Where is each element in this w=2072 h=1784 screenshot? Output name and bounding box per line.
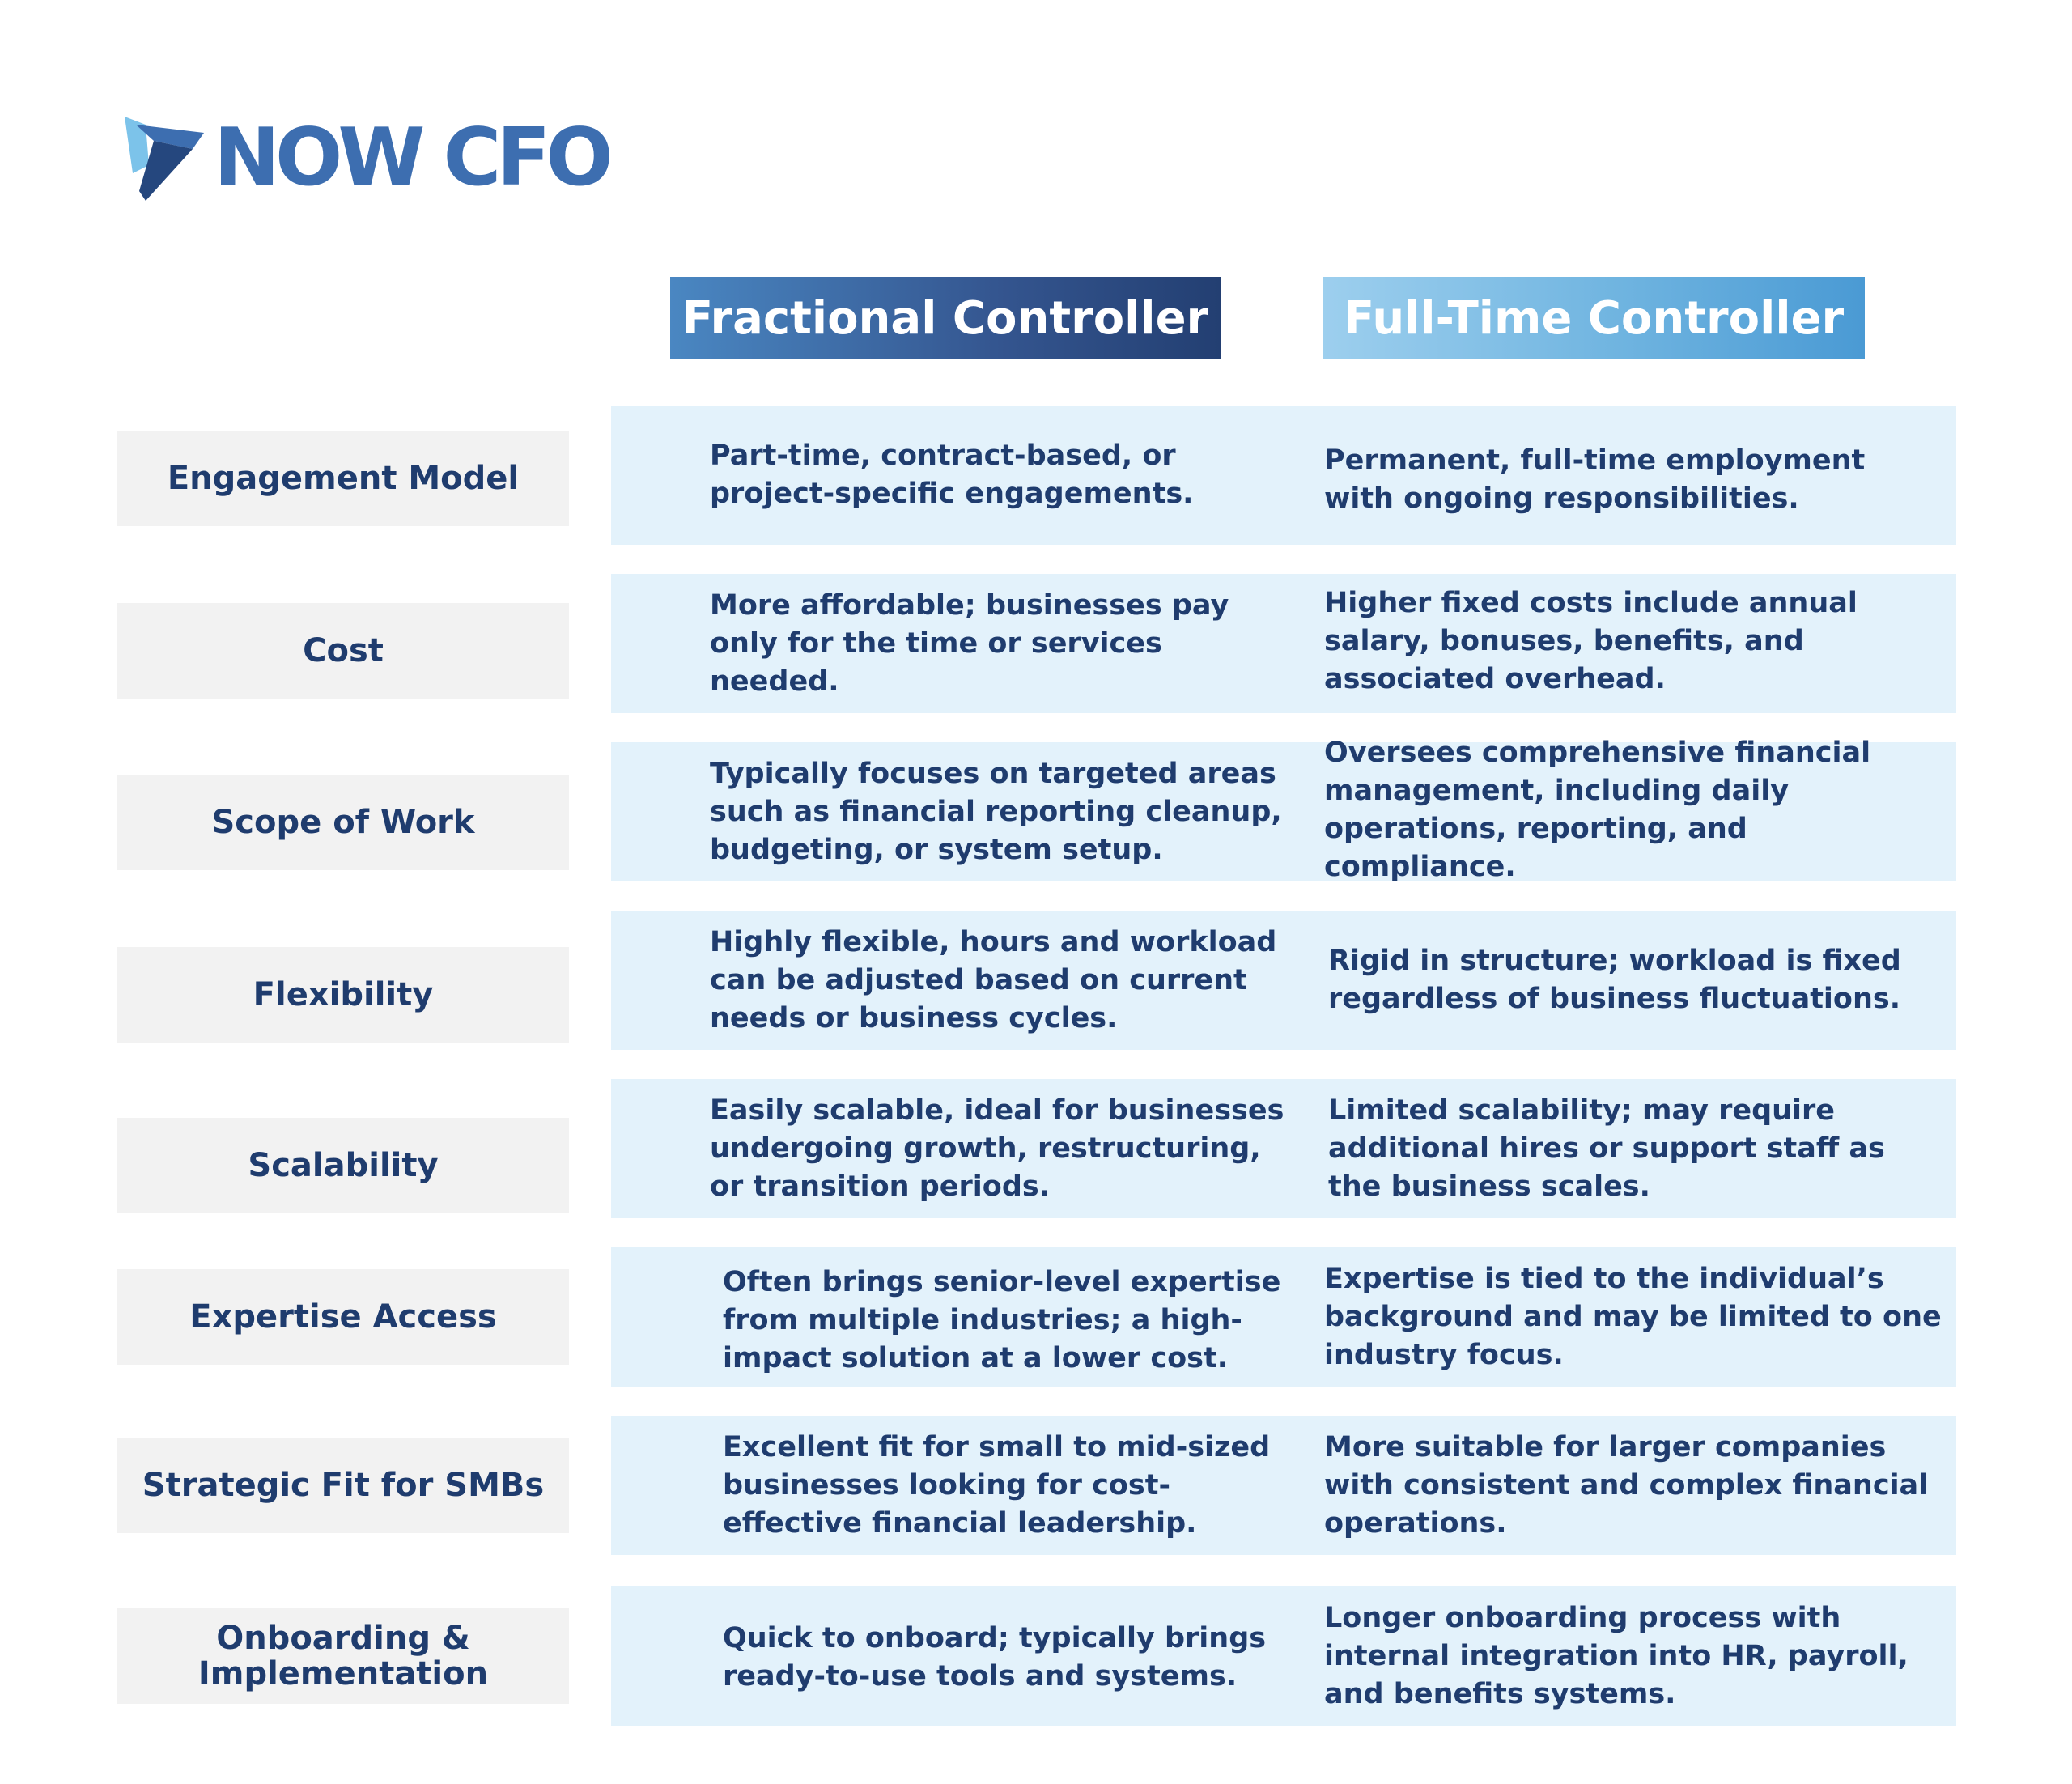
full-time-cell-engagement-model: Permanent, full-time employment with ong… <box>1324 410 1943 550</box>
full-time-controller-header: Full-Time Controller <box>1323 277 1865 359</box>
row-label-scope-of-work: Scope of Work <box>117 775 569 870</box>
comparison-row-band <box>611 1416 1956 1555</box>
full-time-text: Oversees comprehensive financial managem… <box>1324 737 1871 883</box>
fractional-cell-scalability: Easily scalable, ideal for businesses un… <box>710 1079 1293 1218</box>
fractional-text: Highly flexible, hours and workload can … <box>710 925 1277 1034</box>
fractional-cell-strategic-fit: Excellent fit for small to mid-sized bus… <box>723 1416 1306 1555</box>
fractional-text: Part-time, contract-based, or project-sp… <box>710 440 1194 510</box>
full-time-text: More suitable for larger companies with … <box>1324 1430 1929 1540</box>
full-time-cell-cost: Higher fixed costs include annual salary… <box>1324 571 1943 711</box>
comparison-row-band <box>611 1247 1956 1387</box>
comparison-row-band <box>611 574 1956 713</box>
full-time-text: Rigid in structure; workload is fixed re… <box>1328 945 1901 1015</box>
fractional-text: Often brings senior-level expertise from… <box>723 1265 1281 1374</box>
full-time-text: Limited scalability; may require additio… <box>1328 1094 1885 1203</box>
fractional-text: More affordable; businesses pay only for… <box>710 588 1229 698</box>
now-cfo-logo: NOW CFO <box>121 112 614 204</box>
comparison-row-band <box>611 1079 1956 1218</box>
logo-text: NOW CFO <box>214 112 614 204</box>
fractional-cell-expertise-access: Often brings senior-level expertise from… <box>723 1251 1306 1390</box>
full-time-text: Higher fixed costs include annual salary… <box>1324 586 1858 695</box>
row-label-engagement-model: Engagement Model <box>117 431 569 526</box>
fractional-text: Quick to onboard; typically brings ready… <box>723 1622 1267 1693</box>
fractional-cell-engagement-model: Part-time, contract-based, or project-sp… <box>710 406 1293 545</box>
full-time-cell-onboarding: Longer onboarding process with internal … <box>1324 1586 1943 1726</box>
row-label-cost: Cost <box>117 603 569 699</box>
full-time-cell-scope-of-work: Oversees comprehensive financial managem… <box>1324 737 1943 883</box>
full-time-cell-flexibility: Rigid in structure; workload is fixed re… <box>1328 911 1947 1050</box>
full-time-text: Permanent, full-time employment with ong… <box>1324 444 1866 515</box>
comparison-row-band <box>611 406 1956 545</box>
fractional-text: Excellent fit for small to mid-sized bus… <box>723 1430 1271 1540</box>
comparison-row-band <box>611 1586 1956 1726</box>
fractional-cell-scope-of-work: Typically focuses on targeted areas such… <box>710 742 1293 881</box>
comparison-row-band <box>611 742 1956 881</box>
full-time-text: Expertise is tied to the individual’s ba… <box>1324 1262 1942 1371</box>
full-time-cell-strategic-fit: More suitable for larger companies with … <box>1324 1416 1943 1555</box>
fractional-cell-flexibility: Highly flexible, hours and workload can … <box>710 911 1293 1050</box>
full-time-cell-scalability: Limited scalability; may require additio… <box>1328 1079 1947 1218</box>
fractional-text: Typically focuses on targeted areas such… <box>710 757 1282 866</box>
fractional-cell-cost: More affordable; businesses pay only for… <box>710 574 1293 713</box>
comparison-row-band <box>611 911 1956 1050</box>
row-label-flexibility: Flexibility <box>117 947 569 1043</box>
row-label-expertise-access: Expertise Access <box>117 1269 569 1365</box>
fractional-text: Easily scalable, ideal for businesses un… <box>710 1094 1284 1203</box>
row-label-strategic-fit-for-smbs: Strategic Fit for SMBs <box>117 1438 569 1533</box>
fractional-controller-header: Fractional Controller <box>670 277 1221 359</box>
row-label-scalability: Scalability <box>117 1118 569 1213</box>
full-time-text: Longer onboarding process with internal … <box>1324 1601 1909 1710</box>
fractional-cell-onboarding: Quick to onboard; typically brings ready… <box>723 1588 1306 1727</box>
now-cfo-logo-mark-icon <box>125 117 204 201</box>
full-time-cell-expertise-access: Expertise is tied to the individual’s ba… <box>1324 1247 1943 1387</box>
row-label-onboarding-implementation: Onboarding & Implementation <box>117 1608 569 1704</box>
